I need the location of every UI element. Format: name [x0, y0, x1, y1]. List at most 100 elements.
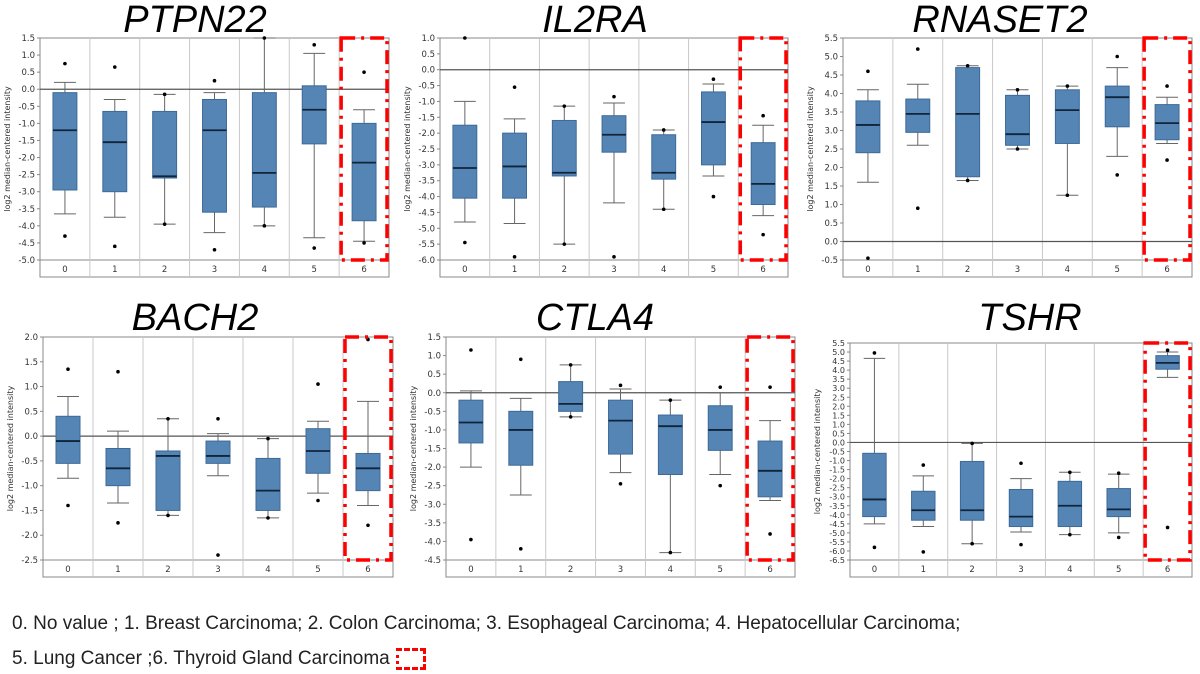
box-iqr — [355, 452, 381, 492]
box-1 — [508, 357, 534, 551]
outlier-point — [562, 242, 567, 246]
x-tick-label: 0 — [865, 265, 870, 275]
box-2 — [955, 63, 981, 183]
category-strip — [39, 259, 390, 278]
outlier-point — [469, 537, 473, 542]
y-tick-label: -2.0 — [18, 154, 35, 164]
y-tick-label: -4.0 — [424, 537, 441, 547]
y-tick-label: 4.5 — [832, 357, 845, 366]
y-tick-label: -1.5 — [424, 445, 441, 455]
y-tick-label: 5.5 — [824, 34, 838, 44]
x-tick-label: 1 — [112, 265, 117, 275]
panel-ctla4: CTLA4 -4.5 -4.0 -3.5 -3.0 -2.5 -2.0 -1.5 -1.0 -0.… — [409, 297, 796, 578]
x-tick-label: 4 — [265, 565, 270, 575]
box-5 — [700, 77, 726, 199]
outlier-point — [1015, 147, 1020, 151]
outlier-point — [166, 513, 170, 518]
category-strip — [849, 559, 1193, 578]
x-tick-label: 5 — [711, 265, 716, 275]
box-iqr — [959, 460, 985, 521]
y-axis-label: log2 median-centered intensity — [403, 86, 412, 212]
x-tick-label: 5 — [718, 565, 723, 575]
box-1 — [502, 85, 528, 259]
box-iqr — [1054, 89, 1080, 144]
box-0 — [452, 36, 478, 245]
x-tick-label: 2 — [965, 265, 970, 275]
outlier-point — [568, 415, 573, 419]
box-iqr — [1005, 94, 1030, 146]
y-tick-label: -2.0 — [829, 475, 845, 484]
box-3 — [1008, 461, 1034, 547]
highlight-box — [745, 335, 795, 562]
y-tick-label: -2.5 — [424, 482, 441, 492]
x-tick-label: 4 — [1065, 265, 1070, 275]
outlier-point — [518, 357, 523, 362]
y-tick-label: 5.0 — [824, 53, 838, 63]
y-tick-label: 4.5 — [824, 71, 838, 81]
x-tick-label: 5 — [312, 265, 317, 275]
box-3 — [205, 416, 231, 557]
outlier-point — [761, 113, 765, 118]
outlier-point — [965, 63, 970, 68]
panel-rnaset2: RNASET2 -0.5 0.0 0.5 1.0 1.5 2.0 2.5 3.0 3.5 4.0 4.… — [806, 0, 1193, 278]
x-tick-label: 3 — [212, 265, 217, 275]
x-tick-label: 0 — [468, 565, 473, 575]
outlier-point — [1065, 84, 1070, 88]
outlier-point — [768, 532, 772, 536]
x-tick-label: 0 — [62, 265, 67, 275]
x-tick-label: 4 — [262, 265, 267, 275]
box-iqr — [55, 415, 81, 464]
x-tick-label: 2 — [969, 565, 974, 575]
box-3 — [608, 383, 633, 486]
outlier-point — [872, 351, 877, 355]
box-4 — [255, 436, 281, 520]
y-tick-label: -1.0 — [424, 426, 441, 436]
outlier-point — [711, 194, 716, 199]
y-tick-label: 2.5 — [832, 393, 845, 402]
outlier-point — [965, 178, 970, 183]
box-6 — [750, 113, 776, 237]
y-tick-label: -3.5 — [418, 177, 435, 187]
y-tick-label: -6.0 — [418, 256, 435, 266]
box-iqr — [1104, 85, 1130, 128]
box-iqr — [862, 452, 887, 518]
highlight-box — [1142, 36, 1192, 262]
box-iqr — [452, 124, 478, 199]
box-4 — [251, 36, 277, 228]
outlier-point — [618, 383, 623, 388]
y-tick-label: -2.0 — [418, 129, 435, 139]
box-5 — [707, 385, 733, 488]
outlier-point — [216, 553, 220, 557]
box-2 — [152, 92, 178, 226]
outlier-point — [312, 43, 317, 47]
y-tick-label: 2.0 — [24, 333, 38, 343]
y-tick-label: -4.5 — [418, 208, 435, 218]
y-tick-label: 1.0 — [832, 420, 845, 429]
box-iqr — [608, 399, 633, 455]
y-tick-label: -5.0 — [418, 224, 435, 234]
y-tick-label: -3.5 — [18, 205, 35, 215]
y-tick-label: -2.5 — [18, 171, 35, 181]
box-2 — [155, 416, 181, 518]
x-tick-label: 3 — [1018, 565, 1023, 575]
y-tick-label: 0.0 — [21, 85, 35, 95]
outlier-point — [266, 436, 270, 441]
box-4 — [1054, 84, 1080, 198]
box-iqr — [955, 67, 981, 178]
box-iqr — [202, 98, 227, 213]
box-0 — [52, 61, 78, 238]
box-iqr — [255, 457, 281, 511]
outlier-point — [212, 78, 217, 83]
outlier-point — [562, 104, 567, 108]
box-iqr — [155, 450, 181, 511]
outlier-point — [1019, 461, 1023, 466]
y-tick-label: 5.5 — [832, 339, 845, 348]
box-2 — [558, 363, 584, 419]
box-iqr — [205, 440, 231, 464]
box-6 — [1154, 84, 1180, 162]
outlier-point — [112, 244, 117, 249]
y-tick-label: 1.0 — [21, 51, 35, 61]
x-tick-label: 6 — [1165, 565, 1170, 575]
box-5 — [1104, 54, 1130, 177]
y-tick-label: -3.5 — [829, 502, 845, 511]
